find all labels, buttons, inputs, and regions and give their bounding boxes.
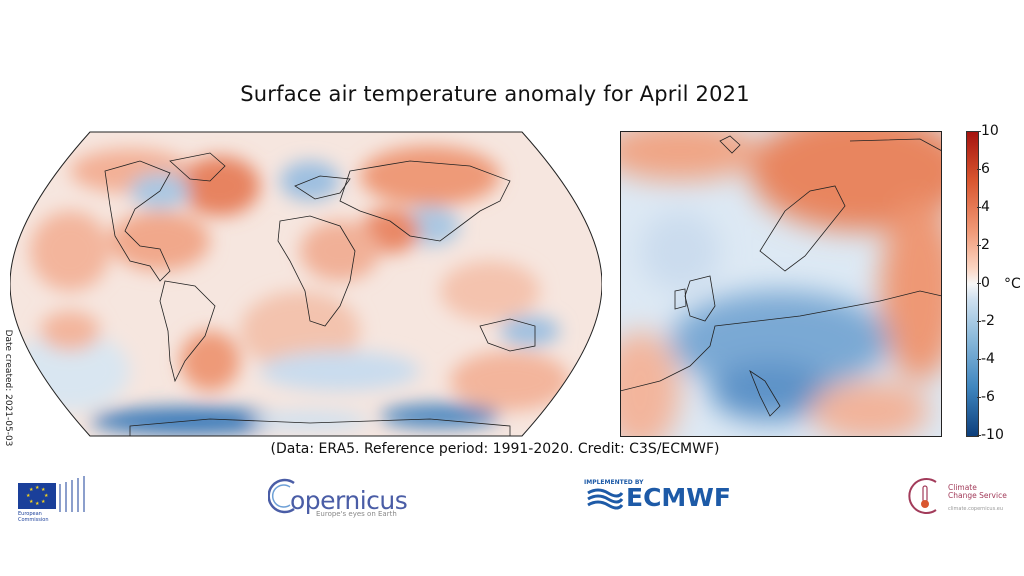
colorbar-tick: 6 xyxy=(977,161,990,177)
c3s-line1: Climate xyxy=(948,483,977,492)
eu-line2: Commission xyxy=(18,517,49,523)
eu-flag-icon: ★ ★ ★ ★ ★ ★ ★ ★ xyxy=(18,483,56,509)
colorbar-tick: 10 xyxy=(977,123,999,139)
global-anomaly-map xyxy=(10,131,602,437)
colorbar-tick: -6 xyxy=(977,389,995,405)
europe-anomaly-map xyxy=(620,131,942,437)
ecmwf-wave-icon xyxy=(587,488,624,510)
map-title: Surface air temperature anomaly for Apri… xyxy=(240,82,750,106)
colorbar-unit: °C xyxy=(1004,276,1021,292)
c3s-sub: climate.copernicus.eu xyxy=(948,506,1004,512)
ecmwf-implemented: IMPLEMENTED BY xyxy=(584,479,644,486)
thermometer-globe-icon xyxy=(908,478,937,514)
eu-building-icon xyxy=(59,476,85,512)
copernicus-name: opernicus xyxy=(290,486,408,515)
colorbar-tick: 0 xyxy=(977,275,990,291)
ecmwf-name: ECMWF xyxy=(626,483,731,512)
colorbar-tick: -10 xyxy=(977,427,1004,443)
colorbar-tick: -2 xyxy=(977,313,995,329)
eu-line1: European xyxy=(18,511,42,517)
colorbar-tick: 4 xyxy=(977,199,990,215)
colorbar xyxy=(966,131,979,437)
colorbar-tick: -4 xyxy=(977,351,995,367)
c3s-line2: Change Service xyxy=(948,491,1007,500)
copernicus-sub: Europe's eyes on Earth xyxy=(316,510,397,518)
data-credit-caption: (Data: ERA5. Reference period: 1991-2020… xyxy=(270,441,720,457)
colorbar-tick: 2 xyxy=(977,237,990,253)
copernicus-c-icon xyxy=(268,478,295,514)
